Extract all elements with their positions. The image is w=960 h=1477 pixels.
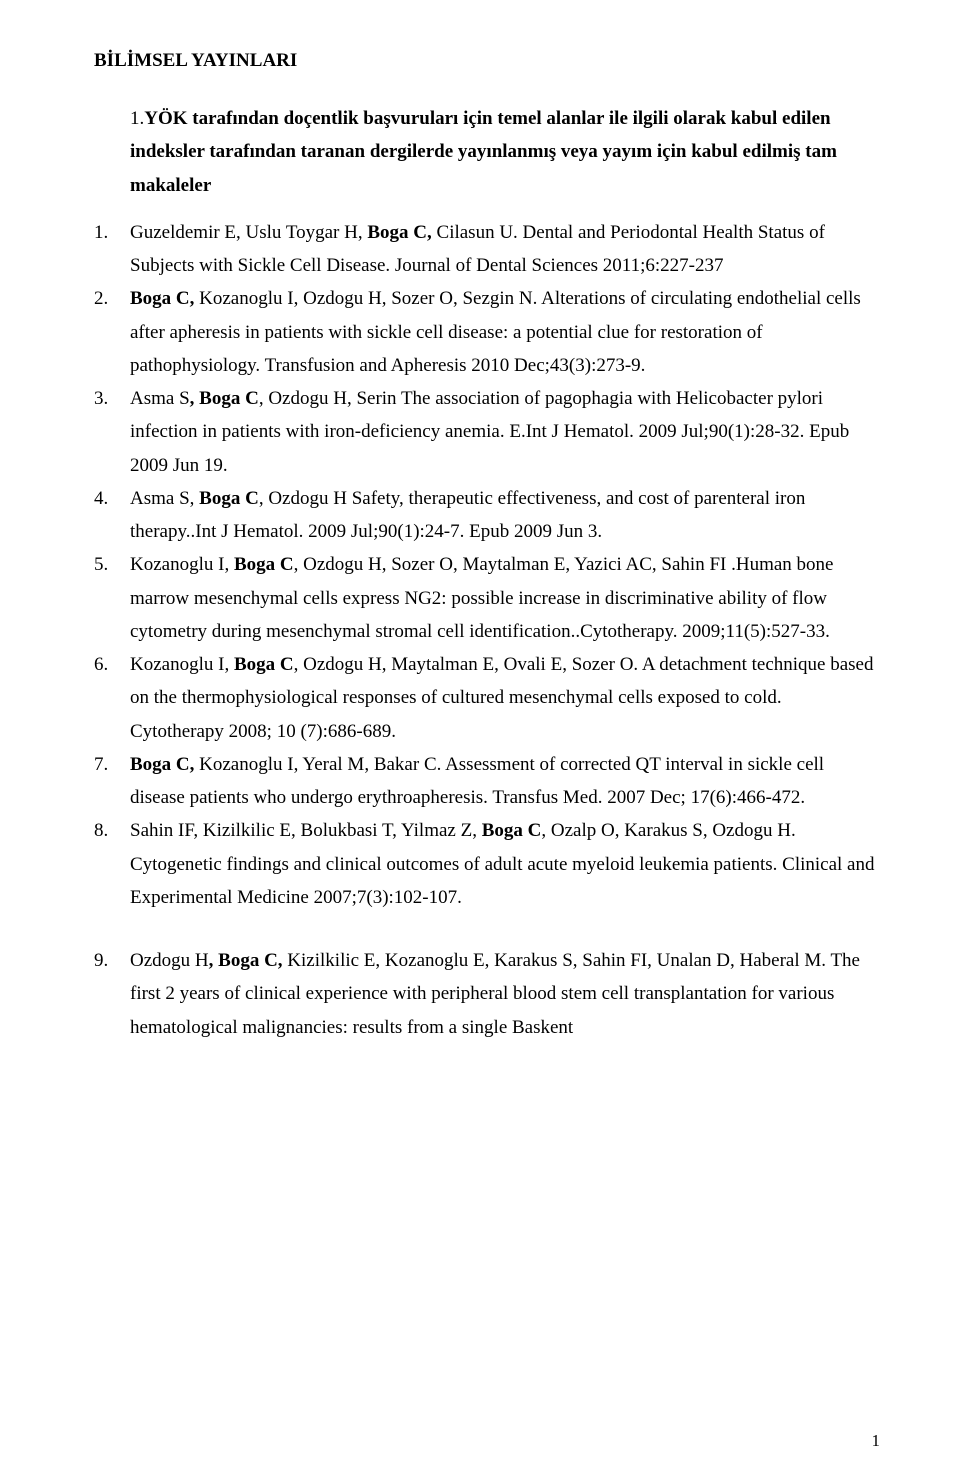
section-intro: 1.YÖK tarafından doçentlik başvuruları i… — [94, 102, 880, 202]
document-title: BİLİMSEL YAYINLARI — [94, 50, 880, 72]
ref-text: Kozanoglu I, Yeral M, Bakar C. Assessmen… — [130, 754, 824, 808]
ref-bold-text: Boga C — [199, 488, 259, 509]
ref-bold-text: Boga C — [482, 820, 542, 841]
reference-item-9: 9. Ozdogu H, Boga C, Kizilkilic E, Kozan… — [94, 944, 880, 1044]
ref-text: Asma S, — [130, 488, 199, 509]
ref-text: Guzeldemir E, Uslu Toygar H, — [130, 222, 367, 243]
intro-number: 1. — [130, 108, 144, 129]
ref-bold-text: Boga C — [234, 554, 294, 575]
ref-text: Asma S — [130, 388, 190, 409]
ref-text: Ozdogu H — [130, 950, 209, 971]
reference-item: Kozanoglu I, Boga C, Ozdogu H, Maytalman… — [122, 648, 880, 748]
reference-item: Boga C, Kozanoglu I, Ozdogu H, Sozer O, … — [122, 282, 880, 382]
ref-bold-text: , Boga C, — [209, 950, 288, 971]
ref-bold-text: Boga C, — [130, 754, 194, 775]
reference-item: Kozanoglu I, Boga C, Ozdogu H, Sozer O, … — [122, 548, 880, 648]
ref-bold-text: , Boga C — [190, 388, 259, 409]
ref-text: Kozanoglu I, Ozdogu H, Sozer O, Sezgin N… — [130, 288, 861, 376]
ref-bold-text: Boga C — [234, 654, 294, 675]
reference-item: Asma S, Boga C, Ozdogu H, Serin The asso… — [122, 382, 880, 482]
ref-number: 9. — [94, 944, 108, 977]
reference-list: Guzeldemir E, Uslu Toygar H, Boga C, Cil… — [94, 216, 880, 914]
ref-text: Sahin IF, Kizilkilic E, Bolukbasi T, Yil… — [130, 820, 482, 841]
intro-text: YÖK tarafından doçentlik başvuruları içi… — [130, 108, 837, 196]
page-number: 1 — [872, 1431, 881, 1451]
ref-text: Kozanoglu I, — [130, 654, 234, 675]
ref-text: Kozanoglu I, — [130, 554, 234, 575]
ref-content-9: Ozdogu H, Boga C, Kizilkilic E, Kozanogl… — [130, 950, 860, 1038]
reference-item: Guzeldemir E, Uslu Toygar H, Boga C, Cil… — [122, 216, 880, 283]
reference-item: Sahin IF, Kizilkilic E, Bolukbasi T, Yil… — [122, 814, 880, 914]
reference-item: Asma S, Boga C, Ozdogu H Safety, therape… — [122, 482, 880, 549]
ref-bold-text: Boga C, — [130, 288, 194, 309]
ref-bold-text: Boga C, — [367, 222, 431, 243]
document-page: BİLİMSEL YAYINLARI 1.YÖK tarafından doçe… — [0, 0, 960, 1477]
reference-item: Boga C, Kozanoglu I, Yeral M, Bakar C. A… — [122, 748, 880, 815]
